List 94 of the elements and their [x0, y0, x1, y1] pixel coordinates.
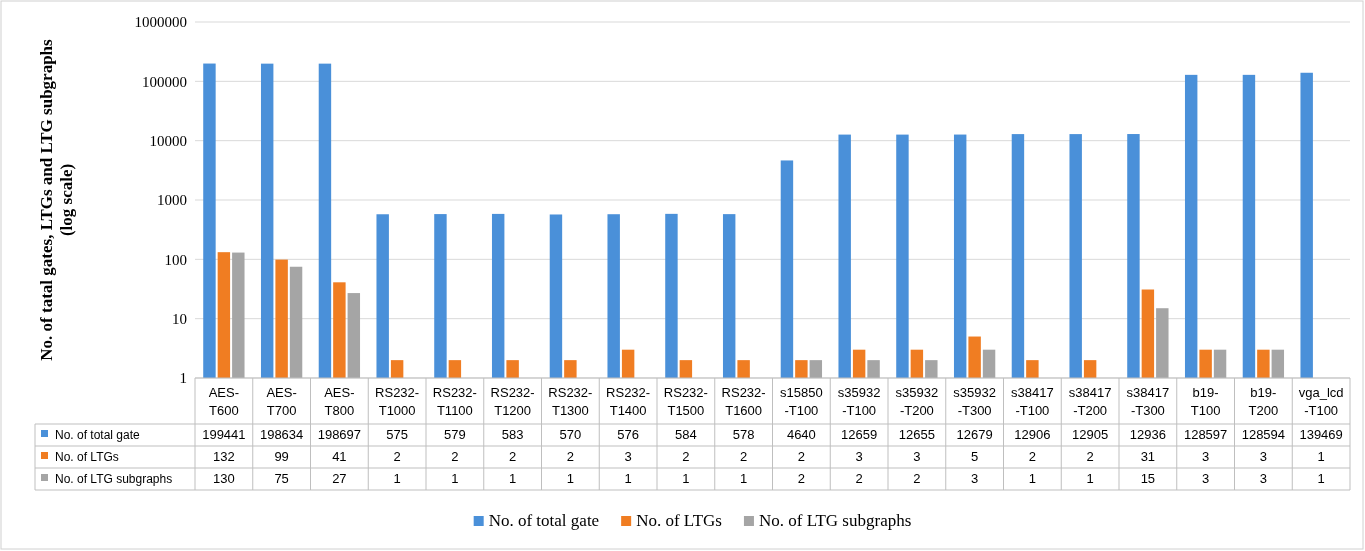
x-tick-label: s15850-T100: [780, 385, 823, 418]
x-tick-label: s35932-T100: [837, 385, 881, 418]
x-tick-label: s38417-T300: [1126, 385, 1170, 418]
data-label: 1: [682, 471, 690, 486]
data-label: 2: [797, 471, 805, 486]
data-label: 198697: [317, 427, 362, 442]
data-label: 2: [913, 471, 921, 486]
data-label: 3: [1202, 449, 1210, 464]
y-tick-label: 1000000: [134, 14, 187, 31]
data-label: 5: [971, 449, 979, 464]
x-tick-label: AES-T600: [208, 385, 240, 418]
data-label: 3: [1259, 449, 1267, 464]
x-tick-label: RS232-T1500: [663, 385, 708, 418]
data-label: 2: [855, 471, 863, 486]
data-label: 128594: [1241, 427, 1286, 442]
data-label: 2: [393, 449, 401, 464]
x-tick-label: RS232-T1300: [548, 385, 593, 418]
data-label: 12679: [956, 427, 993, 442]
data-label: 12936: [1129, 427, 1166, 442]
data-label: 1: [1317, 449, 1325, 464]
x-tick-label: RS232-T1400: [606, 385, 651, 418]
data-label: 579: [444, 427, 466, 442]
data-label: 132: [213, 449, 235, 464]
x-tick-label: RS232-T1200: [490, 385, 535, 418]
x-tick-label: AES-T800: [324, 385, 355, 418]
data-label: 2: [1086, 449, 1094, 464]
y-tick-label: 100000: [142, 73, 187, 90]
legend-label: No. of LTG subgraphs: [55, 472, 173, 486]
y-axis-title: No. of tatal gates, LTGs and LTG subgraphs (log scale): [37, 38, 76, 361]
data-label: 31: [1140, 449, 1156, 464]
data-label: 1: [624, 471, 632, 486]
data-label: 1: [566, 471, 574, 486]
data-label: 2: [509, 449, 517, 464]
data-label: 2: [740, 449, 748, 464]
legend-label: No. of total gate: [55, 428, 141, 442]
data-label: 199441: [202, 427, 246, 442]
data-label: 584: [675, 427, 697, 442]
data-label: 578: [732, 427, 755, 442]
y-tick-label: 1: [179, 370, 187, 387]
data-label: 12906: [1014, 427, 1051, 442]
data-label: 12659: [841, 427, 878, 442]
data-label: 1: [740, 471, 748, 486]
data-label: 139469: [1299, 427, 1343, 442]
x-tick-label: s35932-T200: [895, 385, 939, 418]
x-tick-label: RS232-T1600: [721, 385, 766, 418]
y-tick-label: 10: [172, 310, 187, 327]
data-label: 1: [393, 471, 401, 486]
data-label: 1: [1086, 471, 1094, 486]
x-tick-label: vga_lcd-T100: [1298, 385, 1344, 418]
data-label: 2: [451, 449, 459, 464]
x-tick-label: b19-T200: [1248, 385, 1279, 418]
y-tick-label: 100: [164, 251, 187, 268]
x-tick-label: s35932-T300: [953, 385, 996, 418]
text: No. of total gate: [488, 511, 600, 530]
data-label: 576: [617, 427, 639, 442]
data-label: 570: [559, 427, 582, 442]
data-label: 1: [451, 471, 459, 486]
data-label: 2: [1028, 449, 1036, 464]
data-label: 128597: [1183, 427, 1228, 442]
data-label: 3: [913, 449, 921, 464]
data-label: 75: [274, 471, 289, 486]
y-tick-label: 1000: [157, 192, 187, 209]
data-label: 27: [332, 471, 347, 486]
data-label: 99: [274, 449, 289, 464]
text: No. of LTG subgraphs: [758, 511, 912, 530]
data-label: 2: [682, 449, 690, 464]
data-label: 2: [566, 449, 574, 464]
data-label: 15: [1140, 471, 1156, 486]
data-label: 130: [213, 471, 235, 486]
data-label: 575: [386, 427, 408, 442]
data-label: 4640: [786, 427, 816, 442]
data-label: 1: [1317, 471, 1325, 486]
data-label: 583: [501, 427, 524, 442]
x-tick-label: RS232-T1000: [375, 385, 420, 418]
data-label: 1: [509, 471, 517, 486]
legend-label: No. of LTGs: [55, 450, 119, 464]
data-label: 1: [1028, 471, 1036, 486]
data-label: 3: [1202, 471, 1210, 486]
data-label: 2: [797, 449, 805, 464]
y-tick-label: 10000: [149, 132, 187, 149]
x-tick-label: AES-T700: [266, 385, 297, 418]
data-label: 3: [624, 449, 632, 464]
data-label: 3: [971, 471, 979, 486]
x-tick-label: b19-T100: [1190, 385, 1221, 418]
x-tick-label: RS232-T1100: [432, 385, 477, 418]
data-label: 198634: [259, 427, 304, 442]
x-tick-label: s38417-T200: [1068, 385, 1112, 418]
text: No. of LTGs: [636, 511, 722, 530]
data-label: 12655: [898, 427, 935, 442]
data-label: 12905: [1072, 427, 1109, 442]
data-label: 3: [855, 449, 863, 464]
data-label: 41: [332, 449, 347, 464]
data-label: 3: [1259, 471, 1267, 486]
x-tick-label: s38417-T100: [1011, 385, 1054, 418]
